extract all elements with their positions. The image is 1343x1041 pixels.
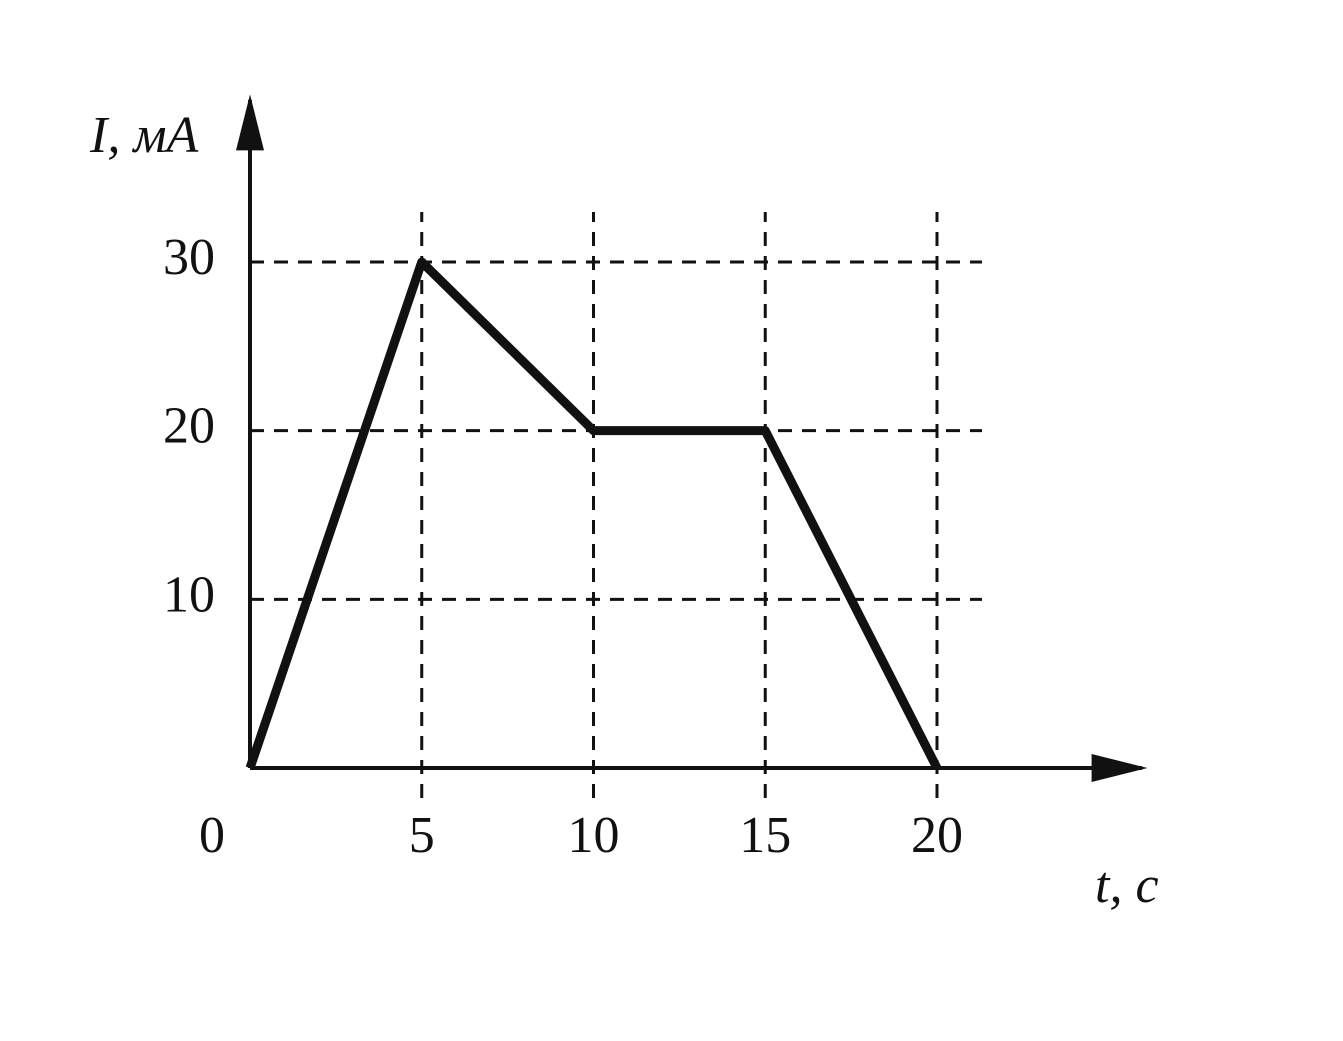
x-tick-label: 5: [409, 807, 435, 864]
y-tick-label: 10: [163, 566, 215, 623]
x-tick-label: 15: [739, 807, 791, 864]
y-axis-title: I, мА: [89, 107, 199, 164]
y-tick-label: 30: [163, 229, 215, 286]
data-line: [245, 257, 942, 771]
x-tick-label: 20: [911, 807, 963, 864]
x-axis-title: t, с: [1095, 857, 1159, 914]
x-tick-label: 10: [568, 807, 620, 864]
y-tick-label: 20: [163, 398, 215, 455]
x-tick-label: 0: [199, 807, 225, 864]
